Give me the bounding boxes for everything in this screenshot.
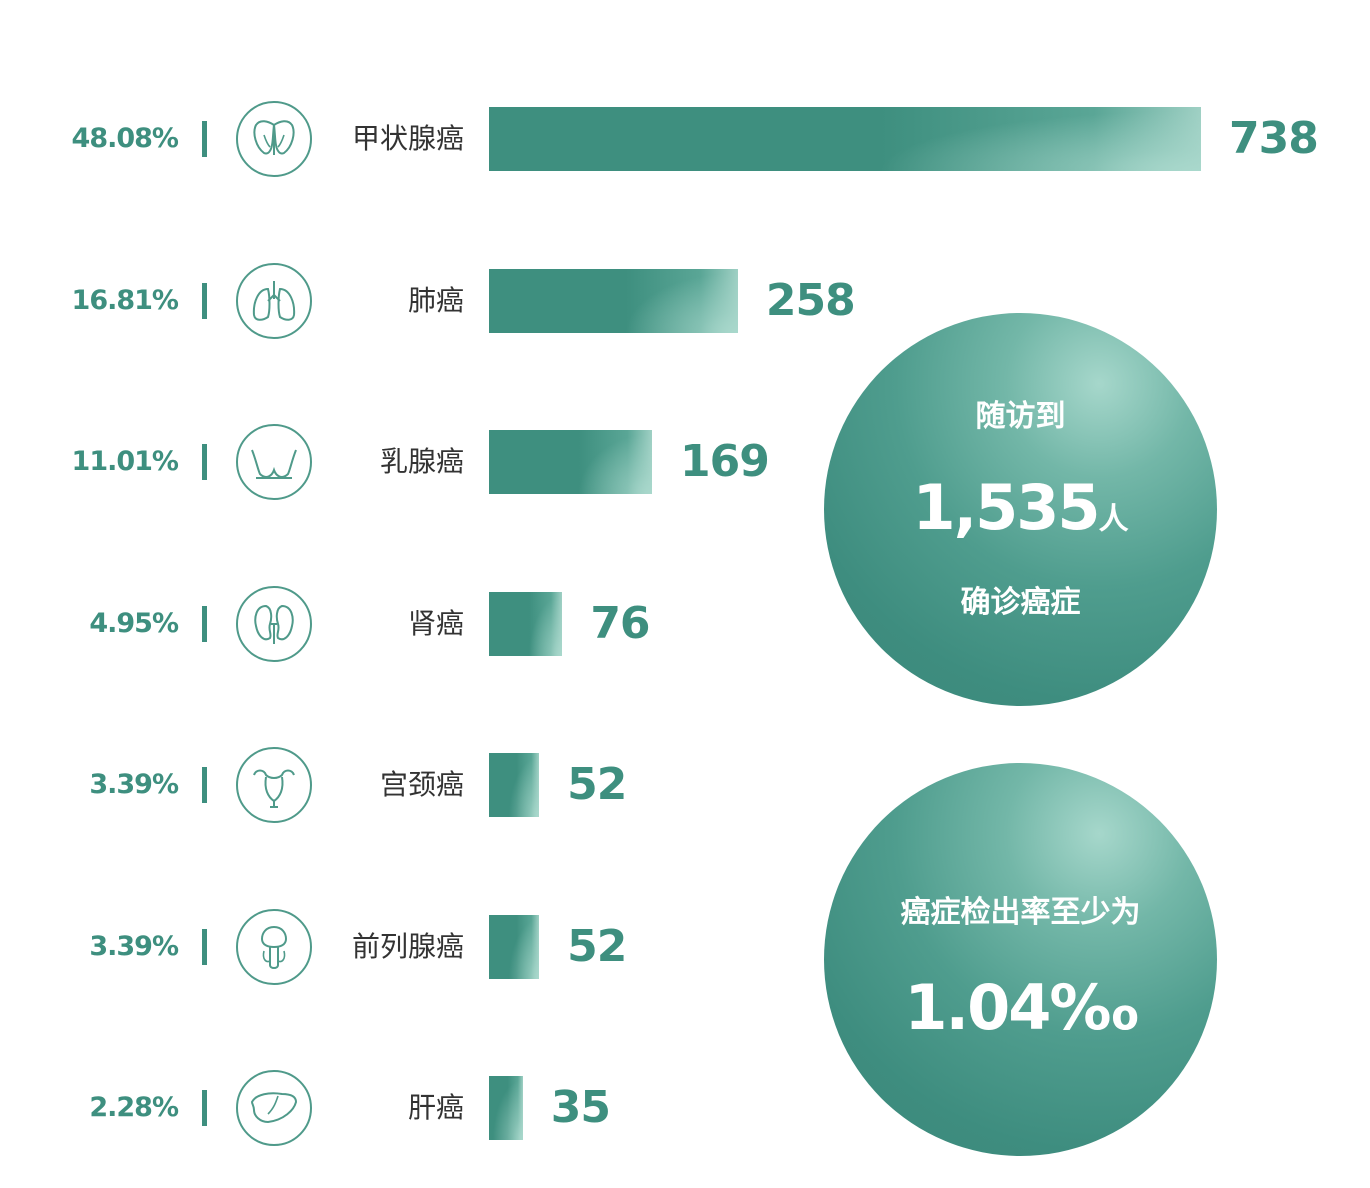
followup-label: 随访到 bbox=[975, 399, 1066, 434]
value-label: 169 bbox=[680, 436, 770, 487]
percentage-label: 16.81% bbox=[71, 284, 179, 316]
kidney-icon bbox=[236, 585, 312, 662]
category-label: 前列腺癌 bbox=[351, 929, 464, 963]
separator bbox=[202, 1090, 207, 1126]
uterus-icon bbox=[236, 747, 312, 823]
separator bbox=[202, 605, 207, 642]
percentage-label: 48.08% bbox=[71, 123, 179, 154]
bar bbox=[489, 430, 653, 494]
category-label: 甲状腺癌 bbox=[351, 122, 464, 155]
bar bbox=[489, 107, 1201, 171]
breast-icon bbox=[236, 424, 312, 500]
category-label: 乳腺癌 bbox=[379, 445, 464, 478]
value-label: 76 bbox=[590, 597, 650, 649]
bar bbox=[489, 1076, 523, 1140]
value-label: 52 bbox=[567, 759, 627, 810]
followup-summary-bubble: 随访到 1,535人 确诊癌症 bbox=[824, 313, 1217, 706]
separator bbox=[202, 121, 207, 157]
detection-rate-bubble: 癌症检出率至少为 1.04‰ bbox=[824, 763, 1217, 1156]
followup-count: 1,535人 bbox=[824, 471, 1217, 544]
followup-unit: 人 bbox=[1098, 502, 1129, 537]
value-label: 738 bbox=[1229, 113, 1319, 164]
separator bbox=[202, 767, 207, 803]
value-label: 258 bbox=[765, 274, 856, 326]
bar bbox=[489, 914, 540, 979]
percentage-label: 3.39% bbox=[89, 930, 179, 962]
followup-number: 1,535 bbox=[912, 471, 1100, 544]
category-label: 宫颈癌 bbox=[379, 768, 464, 801]
bar bbox=[489, 268, 738, 333]
bar bbox=[489, 591, 563, 656]
diagnosed-label: 确诊癌症 bbox=[960, 585, 1081, 620]
category-label: 肾癌 bbox=[407, 606, 464, 640]
detection-rate-value: 1.04‰ bbox=[904, 971, 1138, 1044]
separator bbox=[202, 282, 207, 319]
separator bbox=[202, 444, 207, 480]
percentage-label: 11.01% bbox=[71, 446, 179, 477]
prostate-icon bbox=[236, 908, 312, 985]
percentage-label: 2.28% bbox=[89, 1092, 179, 1123]
separator bbox=[202, 928, 207, 965]
percentage-label: 4.95% bbox=[89, 607, 179, 639]
percentage-label: 3.39% bbox=[89, 769, 179, 800]
category-label: 肺癌 bbox=[407, 283, 464, 317]
detection-rate-label: 癌症检出率至少为 bbox=[900, 895, 1141, 930]
category-label: 肝癌 bbox=[407, 1091, 464, 1124]
lungs-icon bbox=[236, 262, 312, 339]
liver-icon bbox=[236, 1070, 312, 1146]
value-label: 35 bbox=[550, 1082, 611, 1133]
bar bbox=[489, 753, 540, 817]
value-label: 52 bbox=[567, 920, 627, 972]
thyroid-icon bbox=[236, 101, 312, 177]
